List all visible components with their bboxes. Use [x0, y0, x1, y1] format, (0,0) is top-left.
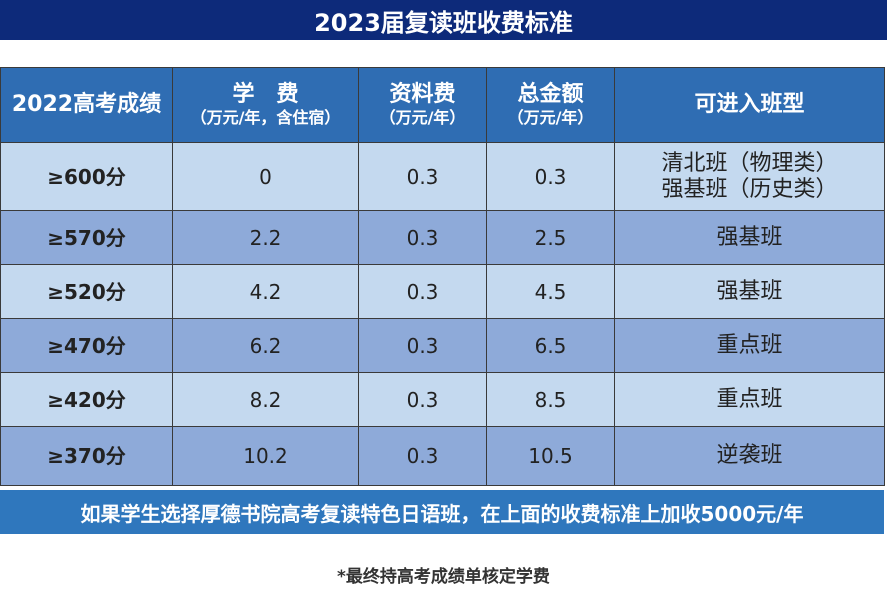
- total-value: 4.5: [534, 279, 567, 304]
- header-subtitle: （万元/年）: [507, 108, 594, 127]
- table-cell: 清北班（物理类） 强基班（历史类）: [614, 142, 885, 211]
- class-type: 重点班: [716, 332, 783, 358]
- materials-value: 0.3: [406, 164, 439, 189]
- header-title: 资料费: [389, 82, 456, 107]
- header-title: 可进入班型: [694, 92, 805, 117]
- table-cell: 4.2: [172, 264, 359, 319]
- score-value: ≥570分: [47, 225, 126, 250]
- total-value: 6.5: [534, 333, 567, 358]
- table-cell: 重点班: [614, 318, 885, 373]
- table-cell: 10.5: [486, 426, 615, 486]
- score-value: ≥420分: [47, 387, 126, 412]
- class-type: 重点班: [716, 386, 783, 412]
- table-cell: 2.2: [172, 210, 359, 265]
- table-cell: ≥570分: [0, 210, 173, 265]
- table-cell: 逆袭班: [614, 426, 885, 486]
- materials-value: 0.3: [406, 279, 439, 304]
- table-cell: 6.2: [172, 318, 359, 373]
- table-cell: ≥470分: [0, 318, 173, 373]
- materials-value: 0.3: [406, 444, 439, 468]
- header-cell: 学 费（万元/年，含住宿）: [172, 67, 359, 143]
- table-cell: 0.3: [358, 318, 487, 373]
- materials-value: 0.3: [406, 225, 439, 250]
- table-cell: 8.5: [486, 372, 615, 427]
- tuition-value: 0: [259, 164, 272, 189]
- tuition-value: 10.2: [243, 444, 288, 468]
- materials-value: 0.3: [406, 333, 439, 358]
- table-cell: 6.5: [486, 318, 615, 373]
- table-cell: 重点班: [614, 372, 885, 427]
- table-cell: ≥600分: [0, 142, 173, 211]
- materials-value: 0.3: [406, 387, 439, 412]
- tuition-value: 8.2: [249, 387, 282, 412]
- table-cell: ≥420分: [0, 372, 173, 427]
- header-cell: 2022高考成绩: [0, 67, 173, 143]
- footnote: *最终持高考成绩单核定学费: [337, 567, 550, 587]
- header-title: 学 费: [232, 82, 299, 107]
- header-cell: 可进入班型: [614, 67, 885, 143]
- tuition-value: 2.2: [249, 225, 282, 250]
- table-cell: 10.2: [172, 426, 359, 486]
- score-value: ≥370分: [47, 444, 126, 468]
- header-cell: 总金额 （万元/年）: [486, 67, 615, 143]
- total-value: 0.3: [534, 164, 567, 189]
- table-cell: 4.5: [486, 264, 615, 319]
- table-cell: ≥370分: [0, 426, 173, 486]
- score-value: ≥470分: [47, 333, 126, 358]
- header-cell: 资料费 （万元/年）: [358, 67, 487, 143]
- table-cell: 0.3: [358, 372, 487, 427]
- tuition-value: 6.2: [249, 333, 282, 358]
- table-cell: 强基班: [614, 264, 885, 319]
- header-title: 2022高考成绩: [11, 92, 162, 117]
- class-type: 强基班: [716, 278, 783, 304]
- class-type: 清北班（物理类）: [661, 150, 838, 176]
- table-cell: 0.3: [486, 142, 615, 211]
- class-type: 强基班（历史类）: [661, 176, 838, 202]
- table-cell: 0.3: [358, 210, 487, 265]
- table-cell: ≥520分: [0, 264, 173, 319]
- class-type: 强基班: [716, 224, 783, 250]
- page-title: 2023届复读班收费标准: [0, 0, 887, 40]
- total-value: 10.5: [528, 444, 573, 468]
- total-value: 8.5: [534, 387, 567, 412]
- class-type: 逆袭班: [716, 443, 783, 468]
- table-cell: 0.3: [358, 142, 487, 211]
- total-value: 2.5: [534, 225, 567, 250]
- header-subtitle: （万元/年，含住宿）: [190, 108, 341, 127]
- table-cell: 8.2: [172, 372, 359, 427]
- score-value: ≥600分: [47, 164, 126, 189]
- score-value: ≥520分: [47, 279, 126, 304]
- header-subtitle: （万元/年）: [379, 108, 466, 127]
- table-cell: 强基班: [614, 210, 885, 265]
- banner: 如果学生选择厚德书院高考复读特色日语班，在上面的收费标准上加收5000元/年: [0, 490, 884, 534]
- table-cell: 0.3: [358, 264, 487, 319]
- tuition-value: 4.2: [249, 279, 282, 304]
- table-cell: 0.3: [358, 426, 487, 486]
- table-cell: 2.5: [486, 210, 615, 265]
- table-cell: 0: [172, 142, 359, 211]
- header-title: 总金额: [517, 82, 584, 107]
